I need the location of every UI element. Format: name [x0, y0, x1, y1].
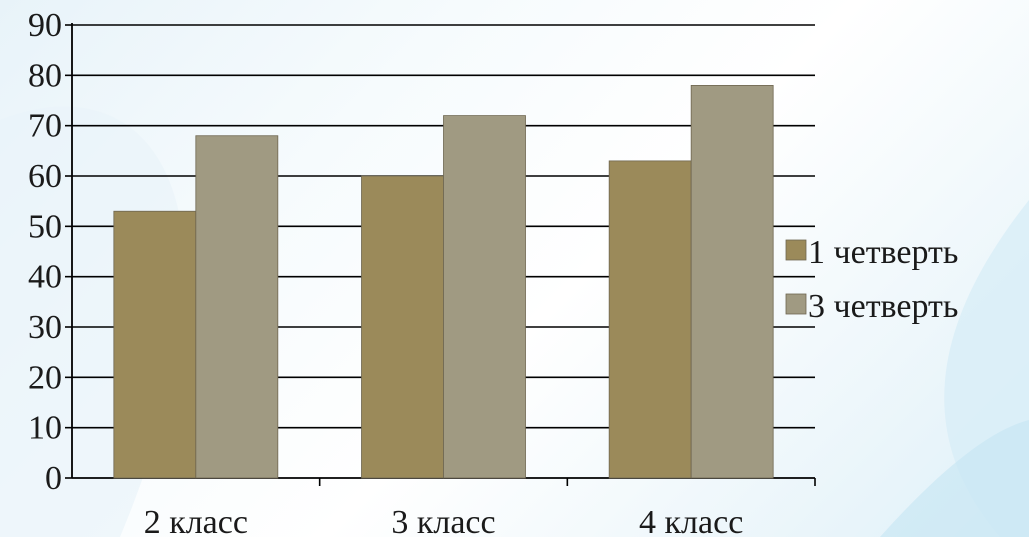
y-tick-label: 80: [28, 57, 62, 94]
y-tick-label: 0: [45, 460, 62, 497]
y-tick-labels: 0 10 20 30 40 50 60 70 80 90: [28, 7, 62, 497]
bar: [690, 85, 774, 479]
bars: [113, 85, 774, 479]
y-tick-label: 60: [28, 158, 62, 195]
y-tick-label: 30: [28, 309, 62, 346]
legend: 1 четверть 3 четверть: [785, 234, 958, 325]
legend-label: 1 четверть: [808, 234, 958, 271]
y-tick-label: 10: [28, 410, 62, 447]
legend-swatch: [785, 293, 807, 315]
legend-swatch: [785, 239, 807, 261]
y-tick-label: 70: [28, 108, 62, 145]
bar: [443, 115, 526, 479]
bar: [608, 160, 692, 479]
y-tick-label: 50: [28, 208, 62, 245]
y-tick-label: 90: [28, 7, 62, 44]
y-tick-label: 20: [28, 359, 62, 396]
x-category-labels: 2 класс 3 класс 4 класс: [144, 504, 744, 537]
x-category-label: 4 класс: [639, 504, 743, 537]
x-category-label: 3 класс: [391, 504, 495, 537]
bar: [361, 175, 444, 479]
bar: [195, 135, 279, 479]
bar: [113, 210, 197, 479]
legend-label: 3 четверть: [808, 288, 958, 325]
x-category-label: 2 класс: [144, 504, 248, 537]
y-tick-label: 40: [28, 259, 62, 296]
